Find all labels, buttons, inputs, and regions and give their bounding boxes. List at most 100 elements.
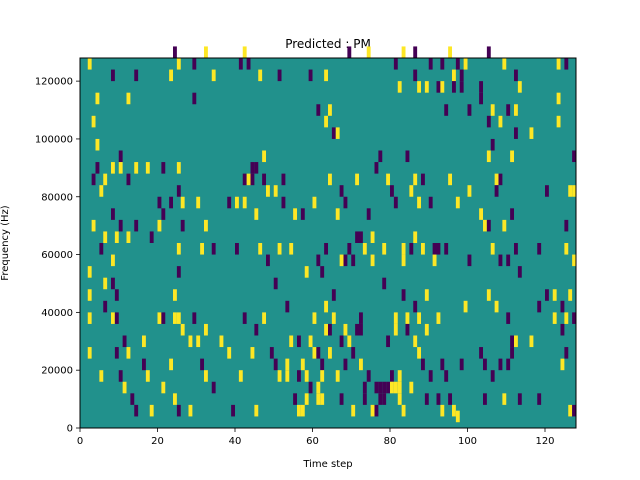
heatmap-cell-high xyxy=(502,219,507,232)
heatmap-cell-high xyxy=(196,335,201,348)
heatmap-cell-low xyxy=(382,277,387,290)
heatmap-cell-high xyxy=(424,81,429,93)
heatmap-cell-low xyxy=(161,162,166,174)
heatmap-cell-low xyxy=(351,347,356,359)
heatmap-cell-high xyxy=(405,312,410,324)
heatmap-cell-high xyxy=(200,243,205,255)
heatmap-cell-low xyxy=(300,208,305,220)
heatmap-cell-low xyxy=(494,185,499,197)
heatmap-cell-low xyxy=(405,323,410,336)
heatmap-cell-low xyxy=(149,231,154,243)
heatmap-cell-high xyxy=(486,289,491,301)
heatmap-cell-low xyxy=(118,370,123,382)
heatmap-cell-low xyxy=(560,300,565,313)
heatmap-cell-low xyxy=(382,381,387,394)
heatmap-cell-low xyxy=(378,393,383,405)
heatmap-cell-low xyxy=(176,185,181,197)
heatmap-cell-high xyxy=(448,46,453,58)
heatmap-cell-high xyxy=(111,162,115,174)
heatmap-cell-low xyxy=(467,254,472,267)
y-tick-label: 0 xyxy=(67,424,73,435)
heatmap-cell-low xyxy=(510,347,515,359)
heatmap-cell-high xyxy=(99,185,104,197)
heatmap-cell-low xyxy=(134,69,139,82)
heatmap-cell-high xyxy=(316,381,321,394)
heatmap-cell-high xyxy=(490,243,495,255)
heatmap-cell-high xyxy=(238,370,243,382)
heatmap-cell-high xyxy=(452,69,456,82)
heatmap-cell-low xyxy=(211,381,216,394)
heatmap-cell-high xyxy=(413,335,418,348)
heatmap-cell-high xyxy=(463,58,468,70)
heatmap-cell-low xyxy=(161,208,166,220)
heatmap-cell-low xyxy=(514,69,518,82)
heatmap-cell-low xyxy=(293,393,298,405)
heatmap-cell-high xyxy=(572,185,577,197)
heatmap-cell-low xyxy=(308,69,313,82)
heatmap-cell-high xyxy=(142,335,146,348)
heatmap-cell-low xyxy=(331,127,336,139)
heatmap-cell-low xyxy=(486,219,491,232)
heatmap-cell-high xyxy=(285,370,290,382)
heatmap-cell-low xyxy=(320,358,325,371)
heatmap-cell-high xyxy=(324,69,329,82)
heatmap-cell-high xyxy=(227,347,232,359)
heatmap-cell-low xyxy=(227,196,232,209)
heatmap-cell-high xyxy=(397,81,402,93)
heatmap-cell-low xyxy=(277,69,282,82)
heatmap-cell-high xyxy=(552,312,557,324)
heatmap-cell-high xyxy=(145,370,150,382)
heatmap-cell-low xyxy=(254,162,259,174)
heatmap-cell-low xyxy=(320,266,325,278)
heatmap-cell-high xyxy=(126,347,131,359)
heatmap-cell-high xyxy=(211,69,216,82)
heatmap-cell-high xyxy=(262,312,267,324)
heatmap-cell-high xyxy=(417,196,422,209)
heatmap-cell-low xyxy=(343,358,348,371)
heatmap-cell-low xyxy=(103,300,108,313)
heatmap-cell-high xyxy=(169,358,174,371)
heatmap-cell-high xyxy=(289,243,294,255)
heatmap-cell-low xyxy=(176,404,181,417)
heatmap-cell-high xyxy=(486,150,491,163)
heatmap-cell-high xyxy=(312,196,317,209)
heatmap-cell-high xyxy=(169,69,174,82)
heatmap-cell-low xyxy=(118,219,123,232)
heatmap-cell-low xyxy=(331,289,336,301)
heatmap-cell-high xyxy=(204,46,208,58)
heatmap-cell-low xyxy=(393,196,398,209)
heatmap-cell-low xyxy=(328,323,332,336)
heatmap-cell-high xyxy=(149,404,154,417)
heatmap-cell-low xyxy=(490,370,495,382)
heatmap-cell-low xyxy=(390,370,394,382)
heatmap-cell-high xyxy=(95,92,100,105)
heatmap-cell-low xyxy=(432,243,437,255)
heatmap-cell-low xyxy=(572,404,577,417)
heatmap-cell-low xyxy=(459,358,464,371)
heatmap-cell-high xyxy=(393,381,398,394)
heatmap-cell-low xyxy=(161,312,166,324)
heatmap-cell-low xyxy=(517,266,522,278)
heatmap-cell-high xyxy=(312,347,317,359)
heatmap-cell-high xyxy=(173,393,177,405)
heatmap-cell-high xyxy=(320,393,325,405)
heatmap-cell-high xyxy=(312,312,317,324)
heatmap-cell-low xyxy=(506,254,511,267)
heatmap-cell-high xyxy=(479,208,484,220)
heatmap-cell-low xyxy=(564,219,569,232)
heatmap-cell-low xyxy=(297,335,301,348)
heatmap-cell-low xyxy=(366,370,371,382)
heatmap-cell-high xyxy=(103,231,108,243)
heatmap-cell-high xyxy=(308,335,313,348)
heatmap-cell-low xyxy=(339,393,344,405)
heatmap-cell-low xyxy=(401,289,406,301)
heatmap-cell-low xyxy=(114,347,119,359)
heatmap-cell-low xyxy=(490,138,495,151)
heatmap-cell-low xyxy=(347,243,352,255)
heatmap-cell-low xyxy=(359,231,363,243)
heatmap-cell-high xyxy=(111,312,115,324)
heatmap-cell-low xyxy=(347,46,352,58)
heatmap-cell-low xyxy=(444,243,449,255)
heatmap-cell-low xyxy=(355,231,360,243)
heatmap-cell-high xyxy=(242,196,247,209)
